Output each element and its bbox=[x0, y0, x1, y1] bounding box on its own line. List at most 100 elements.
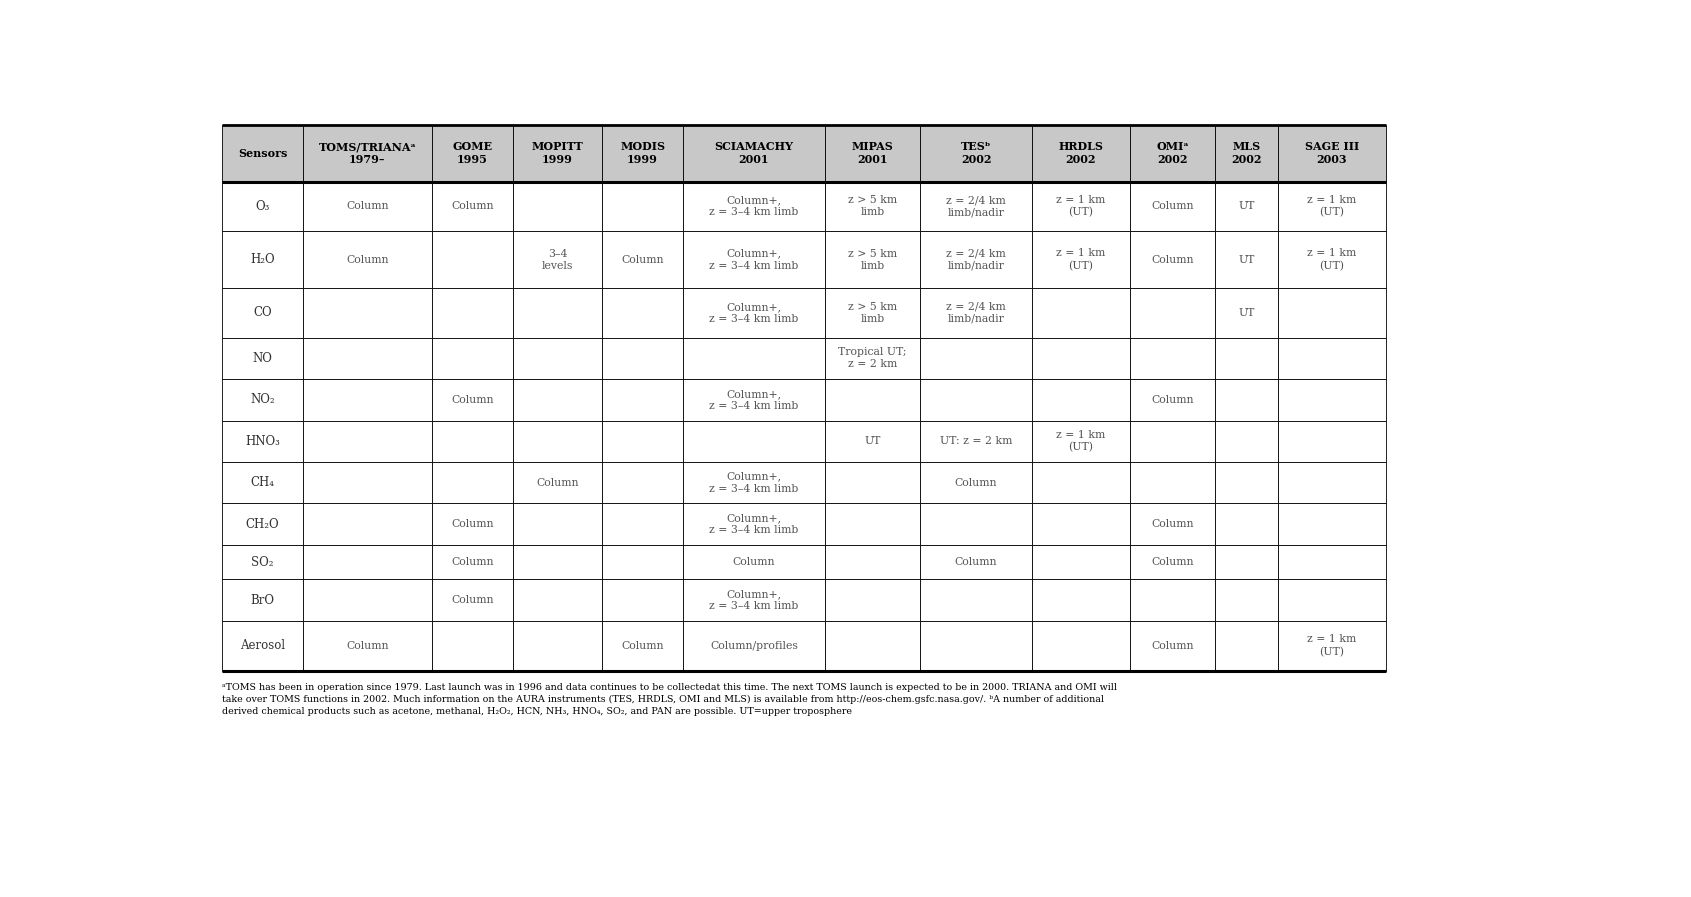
Text: UT: UT bbox=[1238, 202, 1255, 212]
Bar bbox=[825, 544, 920, 579]
Bar bbox=[1032, 503, 1130, 544]
Bar bbox=[683, 421, 825, 462]
Text: Column+,
z = 3–4 km limb: Column+, z = 3–4 km limb bbox=[709, 248, 798, 271]
Bar bbox=[1032, 181, 1130, 231]
Bar bbox=[431, 421, 512, 462]
Text: z = 1 km
(UT): z = 1 km (UT) bbox=[1307, 634, 1356, 657]
Bar bbox=[431, 579, 512, 621]
Bar bbox=[683, 621, 825, 671]
Text: z = 1 km
(UT): z = 1 km (UT) bbox=[1057, 248, 1106, 271]
Text: Column: Column bbox=[1152, 640, 1194, 650]
Bar bbox=[303, 544, 431, 579]
Bar bbox=[602, 621, 683, 671]
Bar bbox=[1130, 503, 1216, 544]
Bar bbox=[431, 337, 512, 379]
Text: UT: UT bbox=[1238, 308, 1255, 318]
Text: z = 1 km
(UT): z = 1 km (UT) bbox=[1057, 196, 1106, 218]
Bar bbox=[1130, 421, 1216, 462]
Bar bbox=[222, 337, 303, 379]
Text: Column+,
z = 3–4 km limb: Column+, z = 3–4 km limb bbox=[709, 589, 798, 611]
Bar bbox=[1130, 579, 1216, 621]
Text: CH₄: CH₄ bbox=[250, 476, 274, 489]
Text: z = 1 km
(UT): z = 1 km (UT) bbox=[1307, 196, 1356, 218]
Bar bbox=[825, 579, 920, 621]
Bar bbox=[1278, 621, 1385, 671]
Bar bbox=[1130, 288, 1216, 337]
Bar bbox=[431, 503, 512, 544]
Text: Column: Column bbox=[347, 640, 389, 650]
Text: Column: Column bbox=[451, 202, 494, 212]
Bar bbox=[602, 337, 683, 379]
Bar bbox=[1216, 544, 1278, 579]
Text: CH₂O: CH₂O bbox=[245, 518, 279, 531]
Text: Column: Column bbox=[1152, 255, 1194, 265]
Bar bbox=[825, 337, 920, 379]
Text: SAGE III
2003: SAGE III 2003 bbox=[1305, 142, 1360, 165]
Bar bbox=[1032, 544, 1130, 579]
Bar bbox=[1278, 231, 1385, 288]
Bar bbox=[825, 125, 920, 181]
Text: O₃: O₃ bbox=[255, 200, 269, 213]
Bar bbox=[1216, 503, 1278, 544]
Bar bbox=[825, 421, 920, 462]
Bar bbox=[512, 288, 602, 337]
Bar bbox=[825, 288, 920, 337]
Bar bbox=[431, 379, 512, 421]
Bar bbox=[222, 181, 303, 231]
Bar bbox=[920, 544, 1032, 579]
Bar bbox=[1032, 337, 1130, 379]
Text: z > 5 km
limb: z > 5 km limb bbox=[847, 301, 898, 324]
Bar bbox=[1278, 421, 1385, 462]
Bar bbox=[431, 462, 512, 503]
Bar bbox=[920, 181, 1032, 231]
Text: NO₂: NO₂ bbox=[250, 393, 276, 406]
Bar bbox=[222, 421, 303, 462]
Text: Column: Column bbox=[347, 255, 389, 265]
Bar bbox=[512, 462, 602, 503]
Text: NO: NO bbox=[252, 352, 272, 365]
Bar bbox=[1278, 579, 1385, 621]
Bar bbox=[303, 621, 431, 671]
Bar bbox=[222, 379, 303, 421]
Text: H₂O: H₂O bbox=[250, 253, 276, 266]
Bar bbox=[512, 125, 602, 181]
Bar bbox=[1278, 288, 1385, 337]
Bar bbox=[602, 288, 683, 337]
Text: ᵃTOMS has been in operation since 1979. Last launch was in 1996 and data continu: ᵃTOMS has been in operation since 1979. … bbox=[222, 683, 1116, 716]
Bar bbox=[1278, 379, 1385, 421]
Bar bbox=[825, 621, 920, 671]
Bar bbox=[920, 503, 1032, 544]
Bar bbox=[683, 579, 825, 621]
Bar bbox=[920, 379, 1032, 421]
Bar bbox=[1216, 621, 1278, 671]
Text: Column: Column bbox=[451, 595, 494, 605]
Bar bbox=[512, 337, 602, 379]
Bar bbox=[825, 379, 920, 421]
Text: TOMS/TRIANAᵃ
1979–: TOMS/TRIANAᵃ 1979– bbox=[318, 142, 416, 165]
Bar bbox=[920, 421, 1032, 462]
Bar bbox=[303, 181, 431, 231]
Text: Column: Column bbox=[1152, 395, 1194, 405]
Text: Column+,
z = 3–4 km limb: Column+, z = 3–4 km limb bbox=[709, 388, 798, 411]
Bar bbox=[1216, 462, 1278, 503]
Text: Column: Column bbox=[621, 255, 665, 265]
Text: UT: UT bbox=[864, 436, 881, 446]
Text: MIPAS
2001: MIPAS 2001 bbox=[852, 142, 893, 165]
Bar bbox=[1032, 421, 1130, 462]
Bar bbox=[1032, 621, 1130, 671]
Bar bbox=[602, 379, 683, 421]
Bar bbox=[303, 231, 431, 288]
Bar bbox=[1130, 544, 1216, 579]
Bar bbox=[683, 231, 825, 288]
Text: Column: Column bbox=[451, 395, 494, 405]
Bar bbox=[920, 125, 1032, 181]
Bar bbox=[1032, 125, 1130, 181]
Bar bbox=[683, 503, 825, 544]
Text: Column+,
z = 3–4 km limb: Column+, z = 3–4 km limb bbox=[709, 196, 798, 217]
Bar bbox=[920, 579, 1032, 621]
Text: Column/profiles: Column/profiles bbox=[710, 640, 798, 650]
Bar bbox=[512, 579, 602, 621]
Bar bbox=[602, 503, 683, 544]
Bar bbox=[602, 421, 683, 462]
Text: z > 5 km
limb: z > 5 km limb bbox=[847, 196, 898, 217]
